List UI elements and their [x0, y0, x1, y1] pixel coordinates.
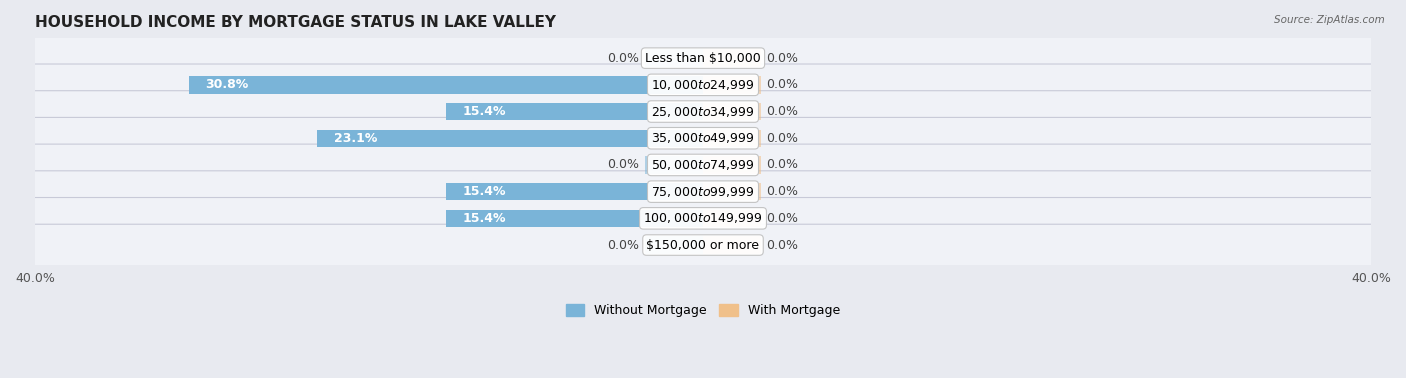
Bar	[703, 130, 762, 147]
FancyBboxPatch shape	[21, 37, 1385, 79]
Text: $35,000 to $49,999: $35,000 to $49,999	[651, 131, 755, 145]
Text: Source: ZipAtlas.com: Source: ZipAtlas.com	[1274, 15, 1385, 25]
Text: $100,000 to $149,999: $100,000 to $149,999	[644, 211, 762, 225]
FancyBboxPatch shape	[21, 64, 1385, 106]
Bar	[644, 236, 703, 254]
Bar	[644, 50, 703, 67]
FancyBboxPatch shape	[21, 91, 1385, 132]
FancyBboxPatch shape	[21, 144, 1385, 186]
Bar	[644, 156, 703, 174]
Text: $50,000 to $74,999: $50,000 to $74,999	[651, 158, 755, 172]
Text: 15.4%: 15.4%	[463, 105, 506, 118]
Bar	[703, 156, 762, 174]
Bar	[703, 236, 762, 254]
Bar	[703, 50, 762, 67]
Text: 0.0%: 0.0%	[766, 158, 799, 172]
Bar	[318, 130, 703, 147]
Text: 0.0%: 0.0%	[607, 158, 640, 172]
Text: 30.8%: 30.8%	[205, 78, 249, 91]
Text: 15.4%: 15.4%	[463, 185, 506, 198]
Text: HOUSEHOLD INCOME BY MORTGAGE STATUS IN LAKE VALLEY: HOUSEHOLD INCOME BY MORTGAGE STATUS IN L…	[35, 15, 555, 30]
Text: $75,000 to $99,999: $75,000 to $99,999	[651, 184, 755, 199]
Text: Less than $10,000: Less than $10,000	[645, 52, 761, 65]
Text: $25,000 to $34,999: $25,000 to $34,999	[651, 105, 755, 119]
Text: 0.0%: 0.0%	[607, 239, 640, 251]
Text: 0.0%: 0.0%	[766, 105, 799, 118]
Text: 0.0%: 0.0%	[766, 78, 799, 91]
Bar	[703, 210, 762, 227]
Text: $10,000 to $24,999: $10,000 to $24,999	[651, 78, 755, 92]
FancyBboxPatch shape	[21, 171, 1385, 212]
Legend: Without Mortgage, With Mortgage: Without Mortgage, With Mortgage	[561, 299, 845, 322]
Text: 0.0%: 0.0%	[766, 239, 799, 251]
FancyBboxPatch shape	[21, 224, 1385, 266]
Text: 0.0%: 0.0%	[766, 212, 799, 225]
Text: $150,000 or more: $150,000 or more	[647, 239, 759, 251]
Text: 0.0%: 0.0%	[766, 132, 799, 145]
Bar	[703, 103, 762, 120]
Bar	[446, 210, 703, 227]
Bar	[446, 183, 703, 200]
Text: 0.0%: 0.0%	[607, 52, 640, 65]
Bar	[703, 76, 762, 93]
Bar	[446, 103, 703, 120]
Text: 15.4%: 15.4%	[463, 212, 506, 225]
Text: 0.0%: 0.0%	[766, 185, 799, 198]
Text: 23.1%: 23.1%	[333, 132, 377, 145]
Text: 0.0%: 0.0%	[766, 52, 799, 65]
Bar	[188, 76, 703, 93]
FancyBboxPatch shape	[21, 118, 1385, 159]
FancyBboxPatch shape	[21, 198, 1385, 239]
Bar	[703, 183, 762, 200]
